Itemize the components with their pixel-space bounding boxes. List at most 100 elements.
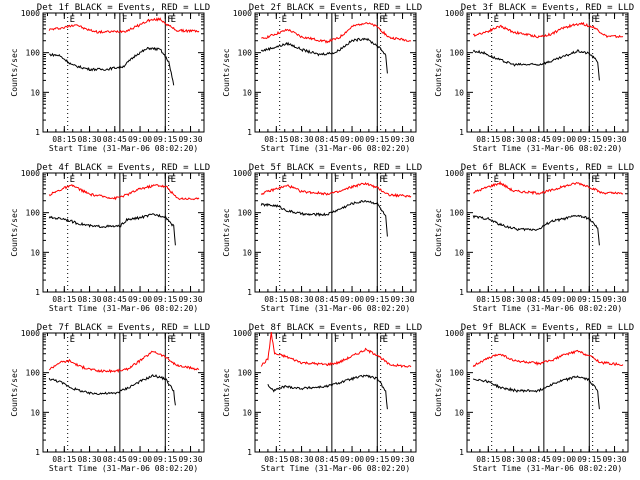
detector-plot-5: Det 5f BLACK = Events, RED = LLD 1 10 100 10… <box>222 163 422 313</box>
marker-label: F <box>591 15 596 25</box>
y-tick-label: 1000 <box>445 9 464 18</box>
y-tick-label: 10 <box>30 248 40 257</box>
series-line-black <box>260 37 388 74</box>
detector-plot-3: Det 3f BLACK = Events, RED = LLD 1 10 100 10… <box>434 3 634 153</box>
x-tick-label: 08:45 <box>315 135 339 144</box>
marker-label: F <box>379 335 384 345</box>
marker-label: E <box>494 175 499 185</box>
marker-label: E <box>595 175 600 185</box>
x-tick-label: 09:30 <box>178 135 202 144</box>
y-tick-label: 100 <box>238 49 253 58</box>
marker-label: F <box>546 175 551 185</box>
x-tick-label: 09:00 <box>128 135 152 144</box>
x-tick-label: 09:15 <box>577 455 601 464</box>
x-axis-label: Start Time (31-Mar-06 08:02:20) <box>261 144 410 153</box>
detector-plot-4: Det 4f BLACK = Events, RED = LLD 1 10 100 10… <box>10 163 210 313</box>
y-tick-label: 10 <box>242 248 252 257</box>
series-line-red <box>48 350 200 374</box>
plot-title: Det 3f BLACK = Events, RED = LLD <box>461 3 634 13</box>
y-tick-label: 1000 <box>445 169 464 178</box>
x-tick-label: 09:00 <box>340 455 364 464</box>
y-tick-label: 10 <box>242 408 252 417</box>
x-tick-label: 09:30 <box>390 135 414 144</box>
x-tick-label: 08:30 <box>290 295 314 304</box>
marker-label: F <box>591 175 596 185</box>
series-line-black <box>472 49 600 81</box>
x-tick-label: 09:30 <box>390 295 414 304</box>
marker-label: F <box>334 175 339 185</box>
y-tick-label: 100 <box>450 209 465 218</box>
plot-frame <box>42 332 205 453</box>
y-tick-label: 10 <box>30 408 40 417</box>
y-tick-label: 100 <box>450 49 465 58</box>
plot-title: Det 1f BLACK = Events, RED = LLD <box>37 3 210 13</box>
x-tick-label: 09:00 <box>552 455 576 464</box>
x-tick-label: 09:00 <box>340 295 364 304</box>
x-tick-label: 09:30 <box>178 295 202 304</box>
y-axis-label: Counts/sec <box>434 208 443 256</box>
y-tick-label: 100 <box>26 49 41 58</box>
x-tick-label: 08:30 <box>78 295 102 304</box>
marker-label: E <box>383 335 388 345</box>
y-tick-label: 1 <box>459 288 464 297</box>
marker-label: F <box>167 15 172 25</box>
series-line-black <box>472 375 600 410</box>
y-axis-label: Counts/sec <box>434 368 443 416</box>
y-tick-label: 1000 <box>21 9 40 18</box>
series-line-red <box>260 331 412 369</box>
series-line-red <box>48 183 200 201</box>
x-tick-label: 08:15 <box>264 135 288 144</box>
x-axis-label: Start Time (31-Mar-06 08:02:20) <box>49 144 198 153</box>
y-tick-label: 1 <box>247 288 252 297</box>
marker-label: F <box>379 15 384 25</box>
plot-title: Det 6f BLACK = Events, RED = LLD <box>461 163 634 173</box>
x-tick-label: 09:15 <box>153 135 177 144</box>
x-tick-label: 08:15 <box>264 455 288 464</box>
x-tick-label: 08:30 <box>78 455 102 464</box>
x-tick-label: 08:15 <box>52 135 76 144</box>
y-tick-label: 1000 <box>233 9 252 18</box>
series-line-red <box>473 180 624 196</box>
x-tick-label: 09:30 <box>178 455 202 464</box>
marker-label: E <box>494 335 499 345</box>
y-tick-label: 1 <box>35 288 40 297</box>
x-axis-label: Start Time (31-Mar-06 08:02:20) <box>49 464 198 473</box>
marker-label: F <box>122 15 127 25</box>
plot-frame <box>254 332 417 453</box>
series-line-black <box>267 374 388 410</box>
marker-label: F <box>334 335 339 345</box>
y-axis-label: Counts/sec <box>434 48 443 96</box>
series-line-black <box>472 214 600 246</box>
x-tick-label: 08:45 <box>103 455 127 464</box>
x-tick-label: 09:15 <box>577 135 601 144</box>
y-axis-label: Counts/sec <box>10 48 19 96</box>
x-tick-label: 08:15 <box>52 455 76 464</box>
plot-title: Det 8f BLACK = Events, RED = LLD <box>249 323 422 333</box>
marker-label: F <box>379 175 384 185</box>
x-tick-label: 09:15 <box>153 455 177 464</box>
marker-label: E <box>383 175 388 185</box>
x-tick-label: 08:45 <box>527 135 551 144</box>
x-tick-label: 08:45 <box>103 135 127 144</box>
x-tick-label: 08:15 <box>476 135 500 144</box>
x-tick-label: 08:45 <box>527 295 551 304</box>
marker-label: E <box>282 335 287 345</box>
series-line-red <box>260 182 412 198</box>
y-axis-label: Counts/sec <box>222 48 231 96</box>
marker-label: E <box>171 15 176 25</box>
y-tick-label: 100 <box>238 369 253 378</box>
x-tick-label: 09:15 <box>153 295 177 304</box>
plot-title: Det 4f BLACK = Events, RED = LLD <box>37 163 210 173</box>
y-tick-label: 1 <box>35 448 40 457</box>
marker-label: F <box>122 175 127 185</box>
marker-label: F <box>167 335 172 345</box>
x-tick-label: 08:30 <box>290 135 314 144</box>
x-tick-label: 09:15 <box>365 455 389 464</box>
marker-label: E <box>171 335 176 345</box>
plot-frame <box>254 12 417 133</box>
plot-frame <box>466 12 629 133</box>
y-tick-label: 1 <box>247 128 252 137</box>
y-tick-label: 100 <box>26 209 41 218</box>
x-tick-label: 09:00 <box>340 135 364 144</box>
